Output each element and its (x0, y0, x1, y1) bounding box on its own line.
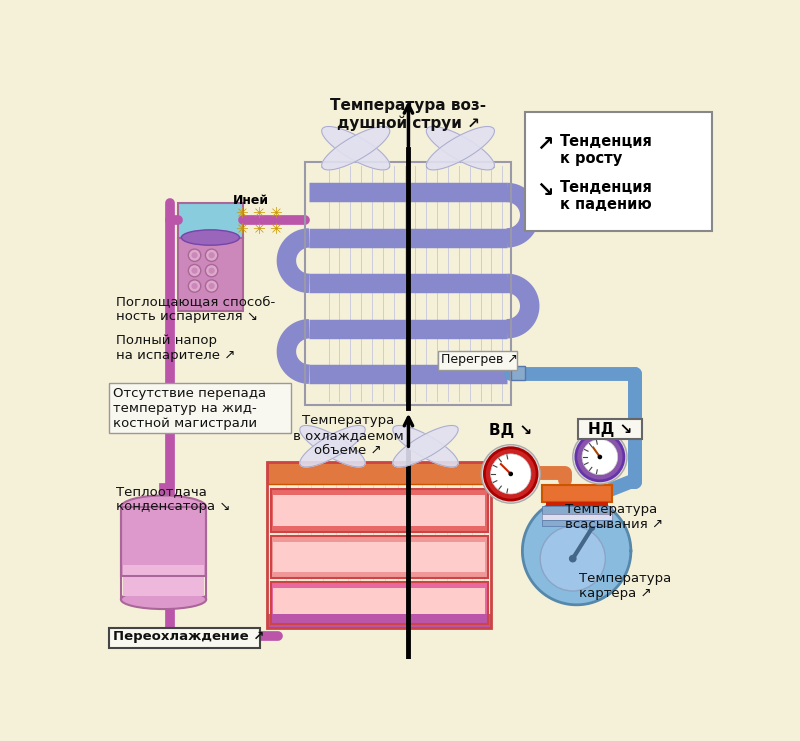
Circle shape (540, 526, 606, 591)
Bar (273, 496, 485, 525)
Text: Переохлаждение ↗: Переохлаждение ↗ (113, 631, 265, 643)
Polygon shape (322, 127, 390, 170)
Circle shape (191, 268, 198, 273)
Circle shape (206, 265, 218, 277)
Circle shape (569, 555, 577, 562)
Bar (273, 542, 485, 572)
Bar (542, 514, 611, 520)
Text: ✳: ✳ (253, 206, 266, 221)
Circle shape (209, 252, 214, 259)
Bar (178, 238, 243, 310)
Bar (270, 536, 487, 578)
Text: Поглощающая способ-
ность испарителя ↘: Поглощающая способ- ность испарителя ↘ (115, 295, 274, 323)
Bar (510, 366, 525, 380)
Bar (266, 462, 491, 484)
Circle shape (191, 252, 198, 259)
Polygon shape (393, 425, 458, 467)
Text: ✳: ✳ (270, 222, 282, 237)
Bar (273, 588, 485, 618)
Bar (110, 383, 291, 433)
Bar (270, 582, 487, 624)
Text: Температура
всасывания ↗: Температура всасывания ↗ (565, 503, 663, 531)
Bar (266, 614, 491, 628)
Text: Иней: Иней (233, 193, 269, 207)
Bar (542, 520, 611, 526)
Circle shape (209, 283, 214, 289)
Polygon shape (300, 425, 365, 467)
Circle shape (188, 265, 201, 277)
Polygon shape (322, 127, 390, 170)
Circle shape (188, 249, 201, 262)
Text: ↘: ↘ (536, 180, 554, 200)
Text: ✳: ✳ (253, 222, 266, 237)
Circle shape (482, 445, 540, 503)
Text: Температура воз-
душной струи ↗: Температура воз- душной струи ↗ (330, 98, 486, 131)
Text: Тенденция
к росту: Тенденция к росту (559, 133, 653, 166)
Bar (270, 489, 487, 532)
Bar (306, 162, 510, 405)
Bar (270, 536, 487, 578)
Bar (542, 485, 611, 502)
Circle shape (191, 283, 198, 289)
Text: Полный напор
на испарителе ↗: Полный напор на испарителе ↗ (115, 333, 235, 362)
Ellipse shape (121, 496, 206, 519)
Ellipse shape (182, 230, 239, 245)
Circle shape (206, 280, 218, 292)
Text: ✳: ✳ (235, 222, 248, 237)
Polygon shape (393, 425, 458, 467)
Bar (542, 506, 611, 514)
Bar (123, 565, 204, 596)
Bar (121, 507, 206, 576)
Bar (546, 502, 608, 506)
Circle shape (188, 280, 201, 292)
Polygon shape (522, 497, 631, 605)
Text: ↗: ↗ (536, 135, 554, 155)
Circle shape (485, 448, 537, 500)
Circle shape (589, 525, 595, 531)
Circle shape (490, 454, 531, 494)
Text: ✳: ✳ (270, 206, 282, 221)
Bar (525, 112, 712, 231)
Ellipse shape (121, 590, 206, 609)
Bar (178, 203, 243, 238)
Bar (121, 507, 206, 576)
Circle shape (582, 439, 618, 475)
Bar (110, 628, 261, 648)
Polygon shape (426, 127, 494, 170)
Circle shape (209, 268, 214, 273)
Circle shape (573, 430, 627, 484)
Bar (270, 582, 487, 624)
Text: ✳: ✳ (235, 206, 248, 221)
Text: Теплоотдача
конденсатора ↘: Теплоотдача конденсатора ↘ (115, 485, 230, 514)
Text: Тенденция
к падению: Тенденция к падению (559, 180, 653, 212)
Circle shape (206, 249, 218, 262)
Circle shape (576, 433, 624, 481)
Bar (270, 489, 487, 532)
FancyBboxPatch shape (438, 351, 517, 370)
Text: Температура
картера ↗: Температура картера ↗ (579, 573, 671, 600)
Text: Перегрев ↗: Перегрев ↗ (441, 353, 518, 367)
Bar (266, 462, 491, 628)
Text: Температура
в охлаждаемом
объеме ↗: Температура в охлаждаемом объеме ↗ (293, 414, 403, 457)
Circle shape (509, 471, 513, 476)
Circle shape (598, 455, 602, 459)
Text: ВД ↘: ВД ↘ (489, 424, 532, 439)
Text: НД ↘: НД ↘ (588, 422, 632, 436)
Polygon shape (300, 425, 365, 467)
Polygon shape (426, 127, 494, 170)
Text: Отсутствие перепада
температур на жид-
костной магистрали: Отсутствие перепада температур на жид- к… (113, 387, 266, 430)
FancyBboxPatch shape (578, 419, 642, 439)
